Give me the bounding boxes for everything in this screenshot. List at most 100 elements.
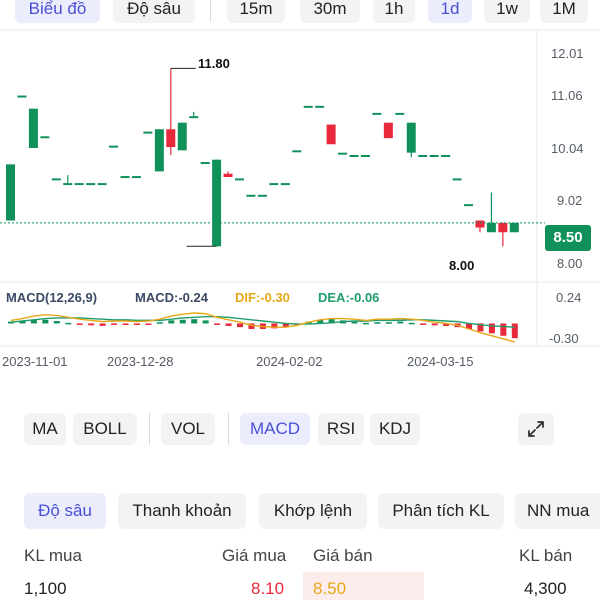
candle-body bbox=[120, 176, 130, 179]
x-tick-label: 2024-02-02 bbox=[256, 354, 323, 369]
price-chart[interactable] bbox=[0, 0, 600, 380]
tab-foreign-buy[interactable]: NN mua bbox=[515, 493, 600, 529]
candle-body bbox=[338, 152, 348, 155]
macd-histogram-bar bbox=[30, 319, 37, 324]
candle-body bbox=[17, 95, 27, 98]
macd-histogram-bar bbox=[42, 319, 49, 324]
bid-volume-value: 1,100 bbox=[24, 579, 67, 598]
tab-divider bbox=[210, 0, 211, 22]
macd-histogram-bar bbox=[237, 323, 243, 328]
candle-body bbox=[200, 162, 210, 165]
indicator-rsi[interactable]: RSI bbox=[318, 413, 364, 445]
macd-histogram-bar bbox=[500, 323, 507, 336]
macd-histogram-bar bbox=[53, 321, 60, 324]
candle-body bbox=[360, 155, 370, 157]
macd-histogram-bar bbox=[420, 323, 427, 325]
macd-histogram-bar bbox=[99, 323, 106, 326]
indicator-kdj[interactable]: KDJ bbox=[370, 413, 420, 445]
candle-body bbox=[143, 131, 153, 134]
interval-1d[interactable]: 1d bbox=[428, 0, 472, 23]
macd-histogram-bar bbox=[385, 322, 392, 324]
candle-body bbox=[269, 183, 279, 186]
interval-15m[interactable]: 15m bbox=[227, 0, 285, 23]
indicator-ma[interactable]: MA bbox=[24, 413, 66, 445]
candle-body bbox=[189, 116, 199, 119]
tab-chart[interactable]: Biểu đồ bbox=[15, 0, 100, 23]
indicator-vol[interactable]: VOL bbox=[161, 413, 215, 445]
tab-volume-analysis[interactable]: Phân tích KL bbox=[378, 493, 504, 529]
interval-1w[interactable]: 1w bbox=[484, 0, 530, 23]
macd-histogram-bar bbox=[168, 320, 175, 324]
candle-body bbox=[315, 105, 325, 108]
macd-histogram-bar bbox=[145, 323, 152, 325]
candle-body bbox=[166, 129, 176, 148]
candle-body bbox=[418, 155, 428, 157]
macd-histogram-bar bbox=[191, 319, 198, 324]
y-tick-label: 12.01 bbox=[551, 46, 584, 61]
macd-title: MACD(12,26,9) bbox=[6, 290, 98, 305]
macd-histogram-bar bbox=[477, 323, 484, 332]
macd-histogram-bar bbox=[122, 323, 129, 325]
candle-body bbox=[464, 204, 473, 207]
candle-body bbox=[429, 155, 439, 157]
macd-histogram-bar bbox=[76, 323, 83, 325]
candle-body bbox=[63, 183, 73, 186]
header-ask-volume: KL bán bbox=[519, 546, 573, 565]
macd-histogram-bar bbox=[466, 323, 472, 329]
high-price-label: 11.80 bbox=[198, 56, 230, 71]
candle-body bbox=[280, 183, 290, 186]
interval-30m[interactable]: 30m bbox=[300, 0, 360, 23]
candle-body bbox=[212, 159, 222, 247]
indicator-macd[interactable]: MACD bbox=[240, 413, 310, 445]
macd-histogram-bar bbox=[8, 321, 14, 324]
candle-body bbox=[326, 124, 336, 145]
candle-body bbox=[475, 220, 485, 228]
tab-depth[interactable]: Độ sâu bbox=[113, 0, 195, 23]
y-tick-label: 8.00 bbox=[557, 256, 583, 271]
low-price-label: 8.00 bbox=[449, 258, 475, 273]
y-tick-label: 11.06 bbox=[551, 88, 583, 103]
fullscreen-button[interactable] bbox=[518, 413, 554, 445]
indicator-divider bbox=[228, 413, 229, 445]
x-tick-label: 2024-03-15 bbox=[407, 354, 474, 369]
bid-price-value: 8.10 bbox=[251, 579, 285, 598]
macd-value: MACD:-0.24 bbox=[135, 290, 208, 305]
x-tick-label: 2023-12-28 bbox=[107, 354, 174, 369]
macd-histogram-bar bbox=[271, 323, 278, 329]
ask-volume-value: 4,300 bbox=[524, 579, 567, 598]
ask-price-value: 8.50 bbox=[313, 579, 347, 598]
last-price-tag: 8.50 bbox=[545, 225, 591, 251]
macd-histogram-bar bbox=[88, 323, 95, 326]
candle-body bbox=[131, 176, 141, 179]
candle-body bbox=[6, 164, 15, 221]
interval-1h[interactable]: 1h bbox=[373, 0, 415, 23]
indicator-boll[interactable]: BOLL bbox=[73, 413, 137, 445]
dif-value: DIF:-0.30 bbox=[235, 290, 290, 305]
header-ask-price: Giá bán bbox=[313, 546, 373, 565]
candle-body bbox=[51, 178, 61, 181]
x-tick-label: 2023-11-01 bbox=[2, 354, 68, 369]
macd-histogram-bar bbox=[488, 323, 495, 334]
header-bid-price: Giá mua bbox=[222, 546, 287, 565]
macd-histogram-bar bbox=[133, 323, 140, 325]
candle-body bbox=[86, 183, 96, 186]
expand-icon bbox=[528, 421, 544, 437]
candle-body bbox=[383, 122, 393, 139]
tab-matched-orders[interactable]: Khớp lệnh bbox=[259, 493, 367, 529]
candle-body bbox=[235, 178, 244, 181]
macd-histogram-bar bbox=[214, 323, 221, 325]
candle-body bbox=[303, 105, 313, 108]
interval-1M[interactable]: 1M bbox=[540, 0, 588, 23]
tab-depth-bottom[interactable]: Độ sâu bbox=[24, 493, 106, 529]
candle-body bbox=[349, 155, 359, 157]
tab-liquidity[interactable]: Thanh khoản bbox=[118, 493, 246, 529]
candle-body bbox=[109, 145, 119, 148]
candle-body bbox=[154, 129, 164, 172]
candle-body bbox=[223, 173, 233, 177]
candle-body bbox=[498, 222, 508, 233]
macd-histogram-bar bbox=[179, 319, 186, 324]
dea-value: DEA:-0.06 bbox=[318, 290, 380, 305]
indicator-divider bbox=[149, 413, 150, 445]
macd-histogram-bar bbox=[408, 322, 415, 325]
macd-histogram-bar bbox=[317, 319, 324, 324]
